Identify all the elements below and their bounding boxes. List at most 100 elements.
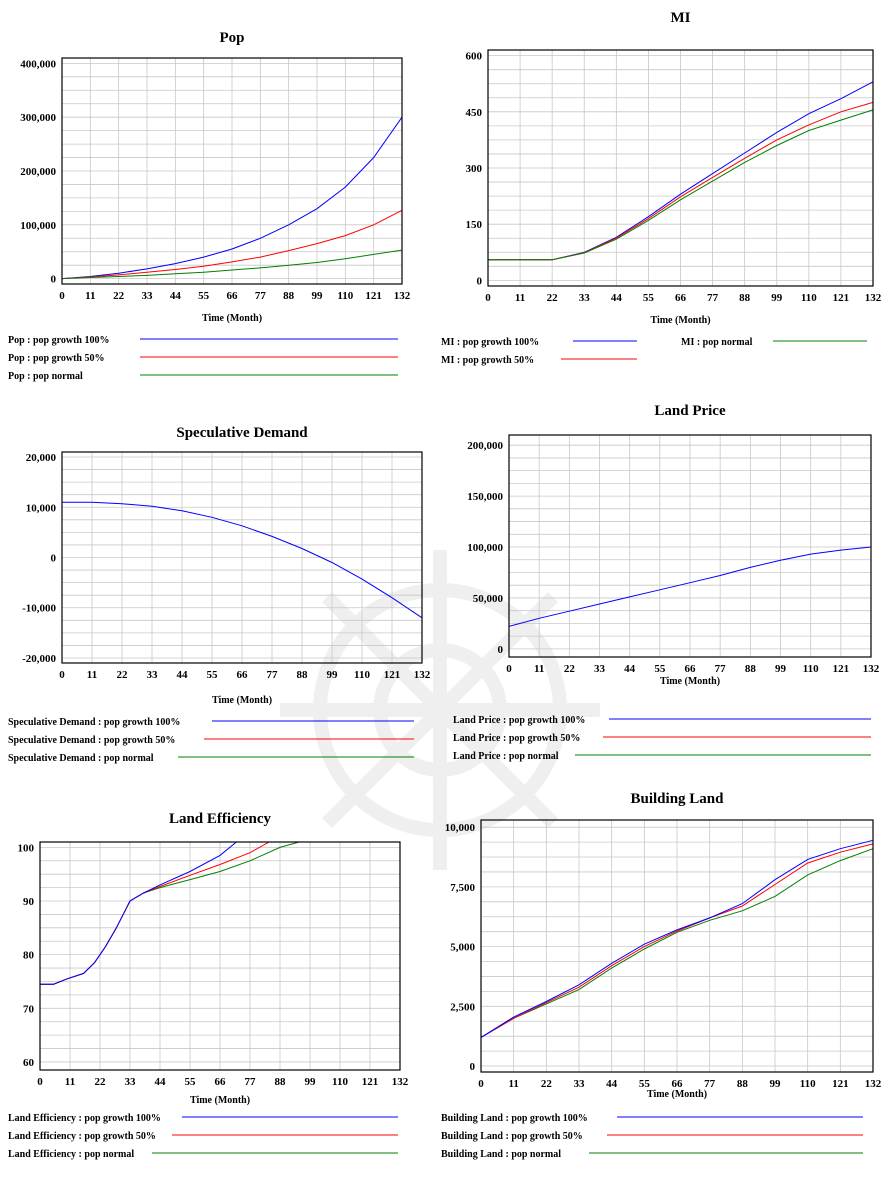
- x-axis-label: Time (Month): [212, 695, 272, 706]
- legend-label: MI : pop growth 100%: [441, 337, 539, 348]
- series-line-0: [61, 116, 403, 280]
- series-line-1: [61, 209, 403, 280]
- y-tick-label: 7,500: [450, 882, 475, 894]
- series-line-2: [61, 249, 403, 280]
- x-tick-label: 44: [155, 1076, 167, 1088]
- x-tick-label: 55: [198, 290, 210, 302]
- chart-title: Speculative Demand: [176, 425, 308, 441]
- chart-title: MI: [671, 10, 691, 26]
- series-line-0: [480, 848, 874, 1038]
- legend-label: Land Price : pop growth 100%: [453, 715, 585, 726]
- x-tick-label: 110: [801, 292, 817, 304]
- chart-speculative-demand: Speculative Demand 0 11 22 33 44 55 66 77 88 99 110…: [8, 425, 431, 764]
- legend-label: Land Price : pop growth 50%: [453, 733, 580, 744]
- x-tick-label: 44: [611, 292, 623, 304]
- x-tick-label: 33: [574, 1078, 586, 1090]
- x-tick-label: 77: [715, 663, 727, 675]
- x-tick-label: 121: [365, 290, 382, 302]
- legend-label: Building Land : pop normal: [441, 1149, 561, 1160]
- x-tick-label: 33: [125, 1076, 137, 1088]
- x-tick-label: 22: [564, 663, 576, 675]
- x-tick-label: 11: [508, 1078, 518, 1090]
- series-line-2: [488, 109, 874, 261]
- chart-title: Land Efficiency: [169, 811, 272, 827]
- series-line-1: [480, 843, 874, 1038]
- y-tick-label: -20,000: [22, 653, 56, 665]
- x-tick-label: 66: [215, 1076, 227, 1088]
- x-tick-label: 121: [362, 1076, 379, 1088]
- legend-label: Land Efficiency : pop normal: [8, 1149, 134, 1160]
- legend-label: Pop : pop normal: [8, 371, 83, 382]
- y-tick-label: 300: [466, 163, 483, 175]
- y-tick-label: 200,000: [20, 166, 56, 178]
- x-tick-label: 99: [775, 663, 787, 675]
- x-tick-label: 132: [865, 1078, 882, 1090]
- y-tick-label: 50,000: [473, 593, 504, 605]
- x-tick-label: 77: [707, 292, 719, 304]
- y-tick-label: 0: [51, 553, 57, 565]
- legend-label: MI : pop normal: [681, 337, 753, 348]
- x-tick-label: 66: [675, 292, 687, 304]
- x-tick-label: 0: [485, 292, 491, 304]
- y-tick-label: 150: [466, 219, 483, 231]
- plot-frame: [480, 819, 874, 1073]
- y-tick-label: 100,000: [467, 542, 503, 554]
- y-tick-label: 90: [23, 896, 35, 908]
- x-tick-label: 88: [745, 663, 757, 675]
- x-tick-label: 88: [297, 669, 309, 681]
- x-tick-label: 99: [327, 669, 339, 681]
- x-tick-label: 77: [267, 669, 279, 681]
- x-tick-label: 55: [207, 669, 219, 681]
- y-tick-label: 10,000: [26, 502, 57, 514]
- x-tick-label: 132: [394, 290, 411, 302]
- x-axis-label: Time (Month): [202, 313, 262, 324]
- x-tick-label: 110: [337, 290, 353, 302]
- chart-building-land: Building Land 0 11 22 33 44 55 66 77 88 99 110 121 13…: [441, 791, 882, 1160]
- series-line-0: [508, 546, 872, 627]
- x-tick-label: 33: [594, 663, 606, 675]
- x-tick-label: 22: [95, 1076, 107, 1088]
- y-tick-label: 5,000: [450, 942, 475, 954]
- y-tick-label: 10,000: [445, 822, 476, 834]
- plot-frame: [39, 841, 401, 1071]
- y-tick-label: 2,500: [450, 1001, 475, 1013]
- x-tick-label: 132: [865, 292, 882, 304]
- x-tick-label: 66: [237, 669, 249, 681]
- x-tick-label: 99: [770, 1078, 782, 1090]
- x-tick-label: 55: [639, 1078, 651, 1090]
- y-tick-label: 600: [466, 51, 483, 63]
- x-tick-label: 0: [37, 1076, 43, 1088]
- x-tick-label: 0: [59, 669, 65, 681]
- background-watermark: [280, 550, 600, 870]
- legend-label: Land Efficiency : pop growth 100%: [8, 1113, 161, 1124]
- plot-frame: [487, 49, 874, 287]
- chart-land-price: Land Price 0 11 22 33 44 55 66 77 88 99 110 121 132 0 5…: [453, 403, 880, 762]
- chart-title: Land Price: [654, 403, 726, 419]
- x-tick-label: 88: [737, 1078, 749, 1090]
- series-line-0: [62, 501, 423, 619]
- x-tick-label: 110: [354, 669, 370, 681]
- legend-label: Pop : pop growth 50%: [8, 353, 105, 364]
- x-tick-label: 110: [803, 663, 819, 675]
- legend-label: Building Land : pop growth 100%: [441, 1113, 588, 1124]
- x-tick-label: 44: [624, 663, 636, 675]
- plot-frame: [508, 434, 872, 658]
- x-tick-label: 88: [283, 290, 295, 302]
- series-line-2: [480, 839, 874, 1038]
- y-tick-label: 300,000: [20, 112, 56, 124]
- x-tick-label: 11: [87, 669, 97, 681]
- x-axis-label: Time (Month): [190, 1095, 250, 1106]
- x-tick-label: 22: [547, 292, 559, 304]
- x-tick-label: 11: [515, 292, 525, 304]
- x-tick-label: 33: [579, 292, 591, 304]
- x-axis-label: Time (Month): [650, 315, 710, 326]
- legend-label: Pop : pop growth 100%: [8, 335, 110, 346]
- legend-label: Building Land : pop growth 50%: [441, 1131, 583, 1142]
- y-tick-label: 100: [18, 842, 35, 854]
- legend-label: Land Efficiency : pop growth 50%: [8, 1131, 156, 1142]
- y-tick-label: 0: [477, 275, 483, 287]
- y-tick-label: 80: [23, 950, 35, 962]
- x-tick-label: 132: [863, 663, 880, 675]
- x-tick-label: 121: [384, 669, 401, 681]
- legend-label: Land Price : pop normal: [453, 751, 559, 762]
